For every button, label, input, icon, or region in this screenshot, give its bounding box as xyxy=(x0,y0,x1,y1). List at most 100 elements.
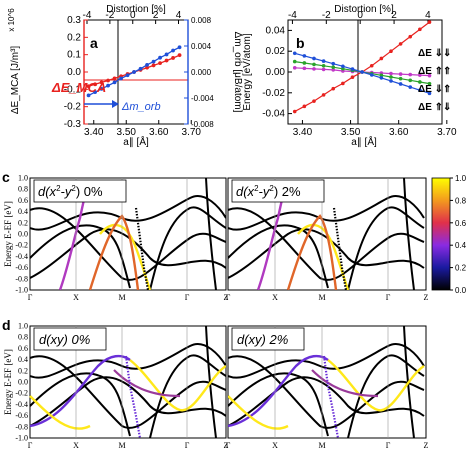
b-series-point xyxy=(321,59,326,63)
b-series-point xyxy=(302,61,307,65)
a-series-point xyxy=(151,63,156,68)
b-legend-entry: ΔE ⇑⇑ xyxy=(418,66,451,77)
band-line-5 xyxy=(403,326,415,438)
b-series-point xyxy=(418,88,422,92)
band-highlight-orange xyxy=(286,214,338,290)
d-kpoint-label: Z xyxy=(424,441,429,449)
b-series-point xyxy=(312,62,316,67)
a-ytick-right-label: 0.008 xyxy=(191,16,212,25)
a-series-point xyxy=(99,80,104,85)
c-ytick-label: 0.0 xyxy=(18,230,28,239)
c-kpoint-label: X xyxy=(73,293,79,302)
d-kpoint-label: Γ xyxy=(185,441,190,449)
a-toptick-label: -2 xyxy=(105,10,114,21)
colorbar-tick-label: 0.4 xyxy=(455,241,467,250)
b-series-point xyxy=(427,81,432,86)
panel-c-ylabel: Energy E-EF [eV] xyxy=(3,201,13,267)
a-series-point xyxy=(145,62,149,67)
b-series-point xyxy=(427,91,432,96)
b-xtick-label: 3.70 xyxy=(437,127,457,138)
d-ytick-label: -0.8 xyxy=(15,422,28,431)
b-series-point xyxy=(302,66,307,71)
d-ytick-label: 0.4 xyxy=(18,355,28,364)
b-series-point xyxy=(398,76,403,81)
panel-a-multiplier: x 10^6 xyxy=(7,8,16,32)
b-series-point xyxy=(302,104,307,109)
d-kpoint-label: M xyxy=(118,441,125,449)
b-series-point xyxy=(379,73,384,78)
panel-d-bands-left xyxy=(29,326,226,438)
d-ytick-label: -0.2 xyxy=(15,389,28,398)
panel-b-series xyxy=(292,20,432,114)
band-line-3 xyxy=(29,228,226,279)
b-xtick-label: 3.50 xyxy=(341,127,361,138)
a-ytick-right-label: -0.004 xyxy=(191,94,214,103)
b-series-point xyxy=(389,75,393,79)
panel-c-label: c xyxy=(2,169,10,185)
panel-a-label: a xyxy=(90,35,98,51)
b-series-point xyxy=(418,73,422,77)
a-ytick-right-label: 0.004 xyxy=(191,42,212,51)
a-series-point xyxy=(99,87,104,91)
a-series-point xyxy=(106,78,110,83)
band-dotted xyxy=(322,355,340,438)
a-series-point xyxy=(171,56,175,60)
a-series-point xyxy=(164,58,169,63)
a-ytick-label: 0.2 xyxy=(67,32,81,43)
b-series-point xyxy=(321,93,326,97)
a-series-point xyxy=(93,82,97,87)
band-line-3 xyxy=(29,376,226,427)
b-series-point xyxy=(321,67,326,72)
b-legend-entry: ΔE ⇑⇓ xyxy=(418,102,451,113)
band-highlight-yellow xyxy=(99,224,152,290)
d-kpoint-label: X xyxy=(272,441,278,449)
panel-b: 3.40 3.50 3.60 3.70 -4 -2 0 2 4 -0.04 -0.02 0.00 0… xyxy=(242,4,457,148)
b-series-point xyxy=(350,67,355,71)
c-kpoint-label: Γ xyxy=(226,293,231,302)
c-ytick-label: -0.8 xyxy=(15,274,28,283)
b-toptick-label: -4 xyxy=(288,10,297,21)
band-highlight-yellow xyxy=(327,359,425,412)
panel-a-top-label: Distortion [%] xyxy=(106,4,166,15)
b-series-point xyxy=(379,76,384,80)
b-series-point xyxy=(369,63,374,68)
c-title-left-main: d(x xyxy=(38,184,57,199)
panel-a-arrow-head xyxy=(112,100,119,108)
b-toptick-label: 2 xyxy=(391,10,397,21)
b-series-point xyxy=(369,73,374,77)
colorbar xyxy=(431,177,451,291)
b-series-point xyxy=(292,59,297,64)
d-ytick-label: -0.6 xyxy=(15,411,28,420)
colorbar-tick-label: 1.0 xyxy=(455,174,467,183)
band-highlight-yellow-2 xyxy=(228,395,289,430)
b-series-point xyxy=(379,56,384,61)
colorbar-tick-label: 0.6 xyxy=(455,219,467,228)
panel-a-x-ticks: 3.40 3.50 3.60 3.70 xyxy=(84,120,201,138)
b-ytick-label: 0.02 xyxy=(266,46,286,57)
panel-b-top-label: Distortion [%] xyxy=(334,4,394,15)
band-line-2 xyxy=(228,224,329,289)
b-series-point xyxy=(331,61,336,66)
a-ytick-right-label: 0.000 xyxy=(191,68,212,77)
b-series-point xyxy=(331,86,336,91)
panel-b-label: b xyxy=(296,35,305,51)
band-line-4 xyxy=(149,354,226,438)
c-kpoint-label: Z xyxy=(424,293,429,302)
d-title-right: d(xy) 2% xyxy=(237,332,288,347)
b-series-point xyxy=(360,70,364,74)
a-ytick-right-label: -0.008 xyxy=(191,120,214,129)
c-title-right-sup: 2 xyxy=(254,184,259,193)
panel-d-title-left: d(xy) 0% xyxy=(33,327,107,351)
a-series-point xyxy=(119,76,123,81)
b-ytick-label: 0.04 xyxy=(266,25,286,36)
d-ytick-label: 0.8 xyxy=(18,333,28,342)
b-series-point xyxy=(408,72,413,77)
a-series-point xyxy=(177,53,182,58)
d-kpoint-label: M xyxy=(318,441,325,449)
b-series-point xyxy=(312,99,316,103)
b-series-point xyxy=(312,67,316,71)
a-ytick-label: -0.1 xyxy=(64,84,82,95)
a-series-point xyxy=(86,84,91,89)
b-legend-entry: ΔE ⇓⇑ xyxy=(418,84,451,95)
